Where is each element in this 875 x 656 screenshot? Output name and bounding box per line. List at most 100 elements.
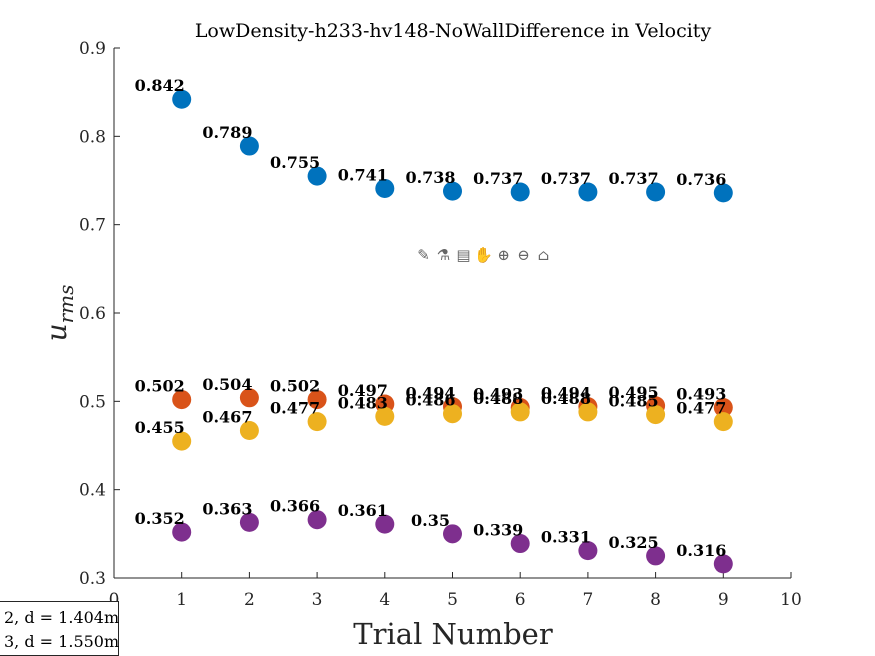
y-tick-label: 0.8 <box>79 127 106 147</box>
data-label: 0.485 <box>609 392 659 411</box>
data-label: 0.736 <box>676 170 726 189</box>
data-point <box>510 182 530 202</box>
data-label: 0.842 <box>135 76 185 95</box>
data-label: 0.755 <box>270 153 320 172</box>
data-label: 0.316 <box>676 541 726 560</box>
data-label: 0.502 <box>135 377 185 396</box>
data-point <box>239 420 259 440</box>
data-label: 0.494 <box>405 384 455 403</box>
data-point <box>713 554 733 574</box>
data-label: 0.488 <box>541 389 591 408</box>
data-point <box>172 522 192 542</box>
x-tick-label: 10 <box>780 590 802 610</box>
data-point <box>646 546 666 566</box>
data-label: 0.363 <box>202 499 252 518</box>
y-tick-label: 0.6 <box>79 304 106 324</box>
data-point <box>510 402 530 422</box>
y-tick-label: 0.3 <box>79 569 106 589</box>
data-label: 0.741 <box>338 165 388 184</box>
data-label: 0.493 <box>473 385 523 404</box>
data-point <box>443 181 462 201</box>
data-label: 0.789 <box>202 123 252 142</box>
data-point <box>307 412 327 432</box>
data-point <box>172 89 192 109</box>
data-point <box>578 402 598 422</box>
data-label: 0.467 <box>202 407 252 426</box>
legend-entry: 3, d = 1.550m <box>4 632 120 651</box>
x-tick-label: 9 <box>718 590 729 610</box>
data-label: 0.455 <box>135 418 185 437</box>
data-label: 0.486 <box>405 391 455 410</box>
data-point <box>713 398 733 418</box>
y-tick-label: 0.7 <box>79 216 106 236</box>
x-tick-label: 7 <box>582 590 593 610</box>
data-point <box>307 390 327 410</box>
data-label: 0.339 <box>473 521 523 540</box>
data-label: 0.331 <box>541 528 591 547</box>
x-tick-label: 8 <box>650 590 661 610</box>
data-points <box>172 89 733 574</box>
x-axis-label: Trial Number <box>353 617 553 651</box>
data-label: 0.495 <box>609 383 659 402</box>
x-tick-label: 2 <box>244 590 255 610</box>
data-point <box>646 405 666 425</box>
data-point <box>713 412 733 432</box>
y-axis: 0.3 0.4 0.5 0.6 0.7 0.8 0.9 <box>79 39 120 589</box>
pan-icon[interactable]: ✋ <box>474 246 493 264</box>
data-point <box>578 541 598 561</box>
data-point <box>375 514 395 534</box>
data-label: 0.35 <box>411 511 450 530</box>
data-point <box>172 431 192 451</box>
y-tick-label: 0.9 <box>79 39 106 59</box>
x-tick-label: 0 <box>109 590 120 610</box>
data-point <box>307 510 327 530</box>
data-label: 0.502 <box>270 377 320 396</box>
data-point <box>578 182 598 202</box>
data-point <box>646 182 666 202</box>
y-axis-label: urms <box>40 285 78 342</box>
data-label: 0.494 <box>541 384 591 403</box>
data-point <box>713 183 733 203</box>
legend-entry: 2, d = 1.404m <box>4 608 120 627</box>
data-point <box>375 178 395 198</box>
data-point <box>239 388 259 408</box>
y-tick-label: 0.5 <box>79 392 106 412</box>
data-label: 0.366 <box>270 497 320 516</box>
data-label: 0.361 <box>338 501 388 520</box>
x-tick-label: 5 <box>447 590 458 610</box>
data-label: 0.477 <box>676 399 726 418</box>
data-point <box>510 534 530 554</box>
brush-icon[interactable]: ⚗ <box>436 246 451 264</box>
x-tick-label: 6 <box>515 590 526 610</box>
export-icon[interactable]: ✎ <box>417 246 430 264</box>
data-label: 0.325 <box>609 533 659 552</box>
zoom-out-icon[interactable]: ⊖ <box>517 246 530 264</box>
data-point <box>172 390 192 410</box>
data-label: 0.488 <box>473 389 523 408</box>
data-label: 0.477 <box>270 399 320 418</box>
data-point <box>443 404 462 424</box>
data-label: 0.738 <box>405 168 455 187</box>
legend: 2, d = 1.404m 3, d = 1.550m <box>0 601 119 656</box>
data-labels: 0.842 0.789 0.755 0.741 0.738 0.737 0.737 0.737… <box>135 76 727 560</box>
data-point <box>239 512 259 532</box>
data-label: 0.737 <box>609 169 659 188</box>
chart-title: LowDensity-h233-hv148-NoWallDifference i… <box>195 20 712 42</box>
data-point <box>375 406 395 426</box>
data-point <box>239 136 259 156</box>
data-label: 0.483 <box>338 393 388 412</box>
datatip-icon[interactable]: ▤ <box>456 246 471 264</box>
x-tick-label: 4 <box>379 590 390 610</box>
data-label: 0.737 <box>473 169 523 188</box>
data-label: 0.497 <box>338 381 388 400</box>
home-icon[interactable]: ⌂ <box>537 246 550 264</box>
data-label: 0.504 <box>202 375 252 394</box>
axes-toolbar[interactable]: ✎ ⚗ ▤ ✋ ⊕ ⊖ ⌂ <box>414 246 553 264</box>
y-tick-label: 0.4 <box>79 481 106 501</box>
data-label: 0.493 <box>676 385 726 404</box>
x-tick-label: 3 <box>312 590 323 610</box>
data-label: 0.737 <box>541 169 591 188</box>
x-axis: 0 1 2 3 4 5 6 7 8 9 10 <box>109 572 802 610</box>
zoom-in-icon[interactable]: ⊕ <box>497 246 510 264</box>
